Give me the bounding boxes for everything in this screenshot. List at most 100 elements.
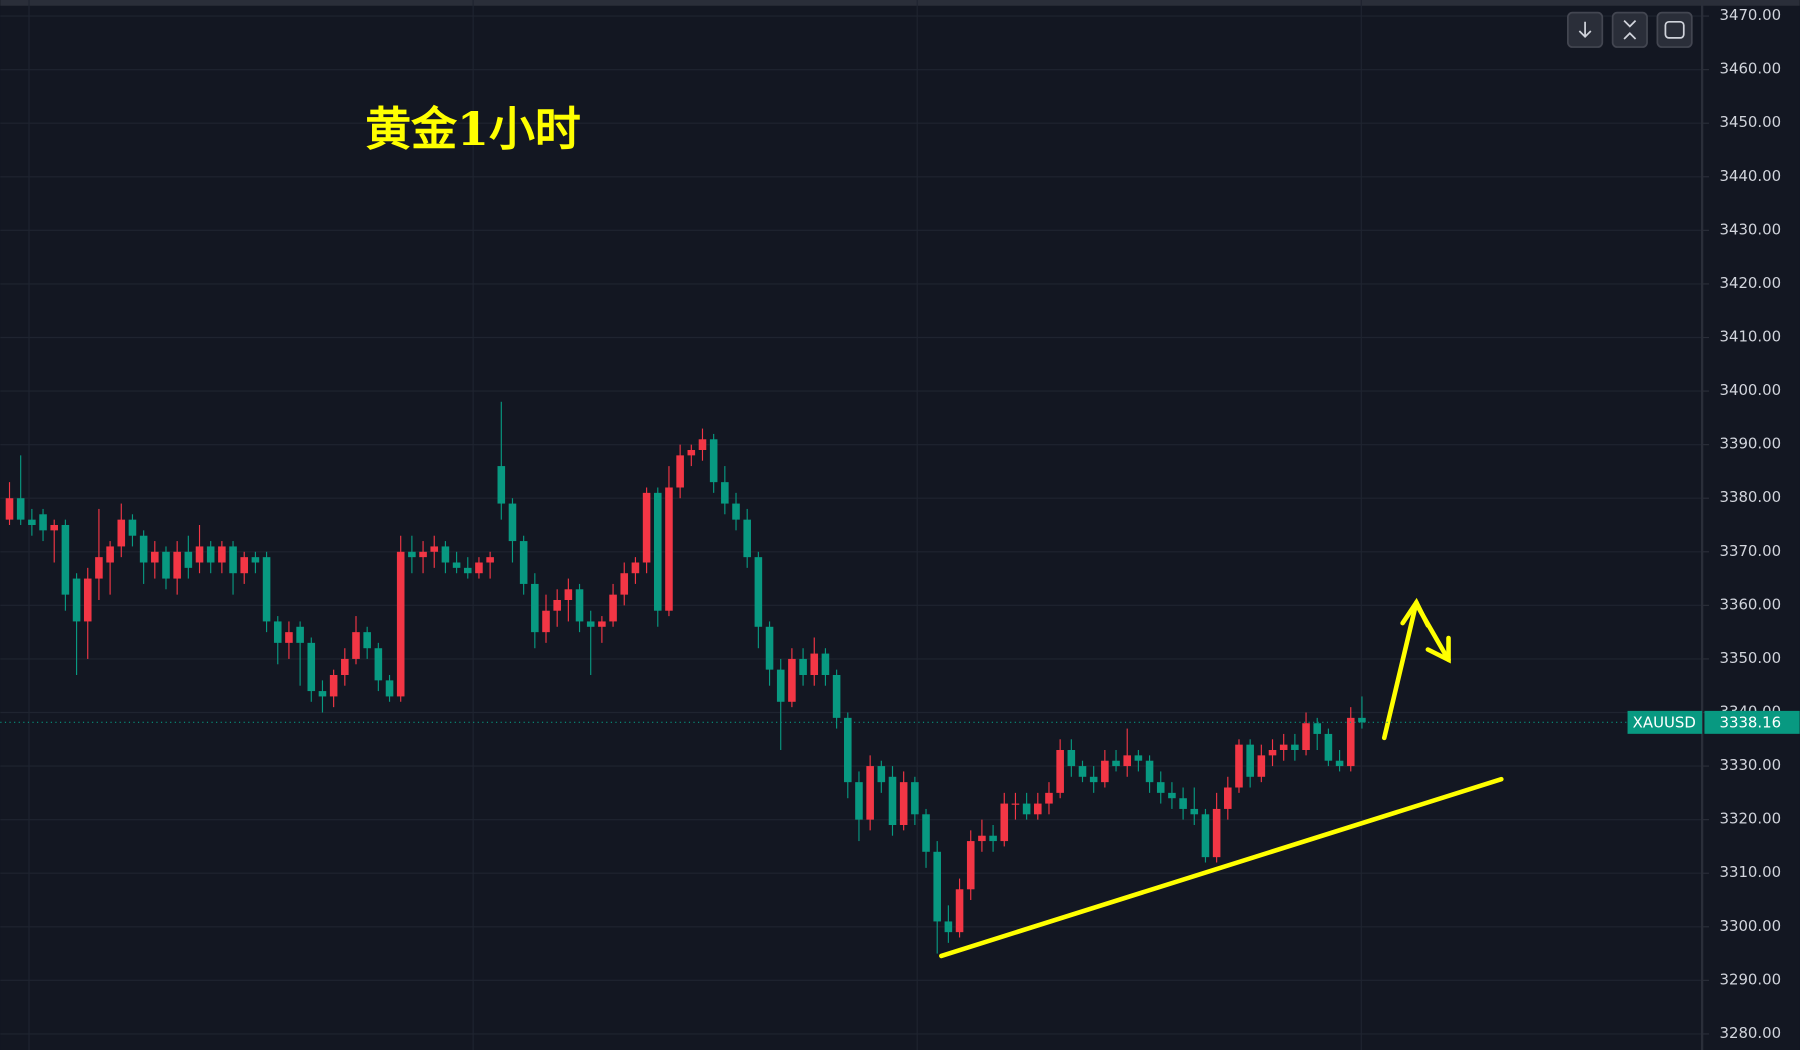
y-tick-label: 3420.00	[1719, 274, 1781, 292]
candle-body	[832, 675, 841, 718]
candle-body	[1291, 744, 1299, 751]
candle-body	[732, 503, 740, 520]
candle-body	[285, 632, 293, 643]
candle-body	[419, 551, 427, 558]
candle-body	[1134, 755, 1143, 761]
arrow-up	[1381, 600, 1419, 741]
candle-body	[1335, 760, 1344, 767]
candle-body	[519, 541, 528, 584]
chart-title: 黄金1小时	[365, 102, 581, 156]
last-price: XAUUSD 3338.16	[0, 710, 1800, 734]
candle-body	[855, 782, 863, 820]
candle-body	[463, 567, 472, 574]
grid	[0, 15, 1703, 1035]
y-tick-label: 3330.00	[1719, 756, 1781, 774]
candle-body	[966, 841, 975, 890]
candle-body	[296, 626, 304, 643]
candle-body	[341, 658, 349, 676]
candle-body	[385, 680, 394, 697]
candle-body	[888, 776, 897, 826]
candle-body	[307, 642, 316, 692]
y-tick-label: 3360.00	[1719, 595, 1781, 613]
y-tick-label: 3450.00	[1719, 113, 1781, 131]
candle-body	[676, 455, 684, 488]
candle-body	[408, 551, 416, 558]
candle-body	[776, 669, 785, 702]
collapse-button[interactable]	[1611, 11, 1648, 48]
candle-body	[821, 653, 830, 676]
candle-body	[1067, 750, 1076, 767]
candle-body	[329, 675, 338, 697]
candle-body	[251, 557, 260, 563]
candle-body	[944, 921, 953, 933]
candle-body	[810, 653, 819, 676]
candle-body	[352, 632, 360, 659]
candle-body	[218, 546, 226, 563]
candle-body	[553, 600, 561, 611]
candle-body	[151, 551, 159, 563]
candle-body	[128, 519, 137, 536]
candle-body	[486, 557, 494, 563]
candle-body	[743, 519, 751, 558]
candle-body	[240, 557, 249, 574]
candle-body	[531, 583, 539, 633]
candle-body	[1313, 723, 1322, 734]
trend-line	[939, 776, 1504, 959]
candle-body	[978, 835, 986, 842]
candle-body	[575, 589, 584, 622]
candle-body	[497, 466, 506, 504]
candle-body	[1045, 792, 1053, 804]
candle-body	[508, 503, 517, 542]
y-tick-label: 3280.00	[1719, 1024, 1781, 1042]
scroll-button[interactable]	[1567, 11, 1604, 48]
candle-body	[1179, 798, 1187, 809]
y-tick-label: 3430.00	[1719, 220, 1781, 238]
candle-body	[1235, 744, 1243, 788]
price-axis: 3280.00 3290.00 3300.00 3310.00 3320.00 3330.…	[1702, 6, 1781, 1042]
candle-body	[5, 498, 14, 520]
candle-body	[184, 551, 193, 568]
candle-body	[430, 546, 439, 552]
candle-body	[1268, 750, 1277, 756]
candle-body	[50, 525, 59, 531]
symbol-label: XAUUSD	[1633, 714, 1696, 732]
candle-body	[709, 439, 718, 483]
candle-body	[754, 557, 763, 627]
candle-body	[955, 889, 964, 933]
drawings	[939, 597, 1504, 959]
candle-body	[1034, 803, 1042, 815]
candle-body	[475, 562, 483, 574]
candle-body	[665, 487, 673, 611]
fullscreen-button[interactable]	[1656, 11, 1693, 48]
candle-body	[542, 610, 550, 633]
candle-body	[899, 782, 908, 826]
candle-body	[173, 551, 181, 579]
y-tick-label: 3460.00	[1719, 60, 1781, 78]
candle-body	[1056, 750, 1064, 793]
candle-body	[1358, 717, 1366, 723]
candle-body	[139, 535, 148, 563]
y-tick-label: 3390.00	[1719, 435, 1781, 453]
price-label: 3338.16	[1719, 714, 1781, 732]
candle-body	[721, 482, 729, 504]
candle-body	[620, 573, 629, 595]
y-tick-label: 3370.00	[1719, 542, 1781, 560]
candle-body	[844, 717, 852, 783]
arrow-down-head	[1425, 635, 1451, 664]
candle-body	[1000, 803, 1009, 842]
candle-body	[206, 546, 215, 563]
candle-body	[799, 658, 807, 676]
candle-body	[866, 766, 874, 820]
candle-body	[911, 782, 919, 815]
candle-body	[363, 632, 371, 649]
candle-body	[687, 449, 696, 456]
candle-body	[989, 835, 997, 842]
candle-body	[1089, 776, 1098, 783]
candle-body	[318, 691, 327, 697]
candle-body	[1346, 717, 1355, 767]
candle-body	[586, 621, 595, 627]
candle-body	[95, 557, 103, 579]
candle-body	[609, 594, 617, 622]
symbol-tag	[1627, 710, 1703, 734]
